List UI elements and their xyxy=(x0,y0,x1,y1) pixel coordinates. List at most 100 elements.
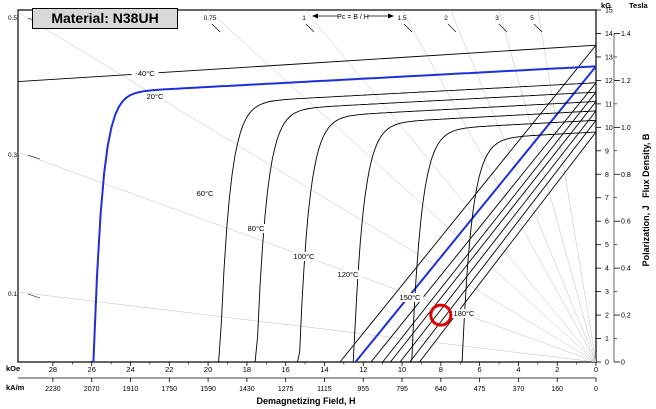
pc-top-tick-label: 5 xyxy=(530,15,534,22)
kg-tick-label: 4 xyxy=(605,266,609,273)
curve-label-bg xyxy=(396,293,424,302)
koe-tick-label: 12 xyxy=(359,365,367,374)
kam-tick-label: 955 xyxy=(357,386,369,393)
kam-tick-label: 160 xyxy=(551,386,563,393)
flux-density-line xyxy=(370,82,596,362)
pc-top-tick-label: 1.5 xyxy=(397,15,406,22)
koe-tick-label: 16 xyxy=(281,365,289,374)
kg-tick-label: 0 xyxy=(605,360,609,367)
pc-left-tick-label: 0.1 xyxy=(8,291,17,298)
kam-tick-label: 1430 xyxy=(239,386,255,393)
tesla-tick-label: 1.4 xyxy=(621,31,631,38)
polarization-curve xyxy=(252,91,596,362)
pc-top-tick-mark xyxy=(403,23,413,33)
y-axis-title: Polarization, J Flux Density, B xyxy=(641,133,651,266)
polarization-curves xyxy=(18,44,596,362)
kg-tick-label: 8 xyxy=(605,172,609,179)
kg-tick-label: 10 xyxy=(605,125,613,132)
kg-tick-label: 7 xyxy=(605,195,609,202)
koe-tick-label: 20 xyxy=(204,365,212,374)
flux-density-line xyxy=(409,120,596,362)
kg-tick-label: 13 xyxy=(605,54,613,61)
polarization-curve xyxy=(18,44,596,83)
pc-load-line xyxy=(18,12,596,362)
y-axis-right: 012345678910111213141500.20.40.60.81.01.… xyxy=(596,8,631,367)
tesla-tick-label: 0.4 xyxy=(621,266,631,273)
tesla-tick-label: 1.2 xyxy=(621,78,631,85)
kam-tick-label: 1750 xyxy=(161,386,177,393)
kam-tick-label: 1115 xyxy=(317,386,332,393)
flux-density-line xyxy=(354,65,596,362)
kg-tick-label: 11 xyxy=(605,101,612,108)
koe-tick-label: 26 xyxy=(88,365,96,374)
koe-tick-label: 28 xyxy=(49,365,57,374)
kg-tick-label: 5 xyxy=(605,242,609,249)
pc-top-tick-label: 3 xyxy=(495,15,499,22)
pc-top-tick-mark xyxy=(498,23,508,33)
curve-labels: -40°C 20°C 60°C 80°C 100°C 120°C 150°C 180°C xyxy=(131,69,478,318)
curve-label-bg xyxy=(131,69,159,78)
chart-title: Material: N38UH xyxy=(32,8,178,29)
pc-top-tick-mark xyxy=(305,23,315,33)
koe-unit-label: kOe xyxy=(6,364,20,373)
pc-load-line xyxy=(207,10,596,362)
pc-label-group: Pc = B / H xyxy=(312,13,394,21)
flux-density-line xyxy=(419,131,596,362)
koe-tick-label: 6 xyxy=(478,365,482,374)
curve-label: 20°C xyxy=(147,92,164,101)
kam-tick-label: 640 xyxy=(435,386,447,393)
pc-load-line xyxy=(450,10,596,362)
pc-label: Pc = B / H xyxy=(337,14,369,21)
kam-tick-label: 475 xyxy=(474,386,486,393)
curve-label-bg xyxy=(290,252,318,261)
tesla-tick-label: 0.8 xyxy=(621,172,631,179)
kg-tick-label: 14 xyxy=(605,31,613,38)
highlight-circle xyxy=(429,303,453,327)
kg-tick-label: 3 xyxy=(605,289,609,296)
x-axis-bottom: 2822302620702419102217502015901814301612… xyxy=(18,362,598,393)
kam-tick-label: 2230 xyxy=(45,386,61,393)
curve-label-bg xyxy=(193,189,217,198)
koe-tick-label: 24 xyxy=(126,365,134,374)
kam-tick-label: 1275 xyxy=(278,386,294,393)
pc-load-line xyxy=(18,291,596,362)
pc-top-tick-mark xyxy=(533,23,543,33)
flux-density-line xyxy=(339,44,596,362)
kam-tick-label: 1590 xyxy=(200,386,216,393)
pc-top-tick-label: 0.75 xyxy=(204,15,217,22)
kam-tick-label: 1910 xyxy=(123,386,139,393)
pc-top-tick-label: 2 xyxy=(444,15,448,22)
pc-ticks: 0.75 1 1.5 2 3 5 0.5 0.3 0.1 xyxy=(8,15,543,299)
polarization-curve xyxy=(407,119,596,362)
kam-tick-label: 370 xyxy=(513,386,525,393)
curve-label: 120°C xyxy=(338,270,360,279)
pc-load-line xyxy=(401,10,596,362)
x-axis-title: Demagnetizing Field, H xyxy=(256,396,355,406)
kg-tick-label: 2 xyxy=(605,313,609,320)
pc-top-tick-label: 1 xyxy=(302,15,306,22)
kg-tick-label: 1 xyxy=(605,336,609,343)
curve-label-bg xyxy=(334,270,362,279)
polarization-curve xyxy=(295,101,596,362)
kam-tick-label: 2070 xyxy=(84,386,100,393)
tesla-tick-label: 1.0 xyxy=(621,125,631,132)
kg-tick-label: 15 xyxy=(605,8,613,15)
kam-tick-label: 0 xyxy=(594,386,598,393)
curve-label: 60°C xyxy=(197,189,214,198)
polarization-curve xyxy=(458,131,596,362)
kg-tick-label: 9 xyxy=(605,148,609,155)
kam-tick-label: 795 xyxy=(396,386,408,393)
kg-tick-label: 6 xyxy=(605,219,609,226)
koe-tick-label: 4 xyxy=(516,365,520,374)
koe-tick-label: 10 xyxy=(398,365,406,374)
polarization-curve xyxy=(89,65,596,362)
koe-tick-label: 8 xyxy=(439,365,443,374)
curve-label-bg xyxy=(244,224,268,233)
pc-left-tick-label: 0.5 xyxy=(8,15,17,22)
tesla-unit-label: Tesla xyxy=(629,1,648,10)
curve-label: 150°C xyxy=(400,293,422,302)
flux-density-line xyxy=(382,91,596,362)
curve-label: 80°C xyxy=(248,224,265,233)
pc-left-tick-label: 0.3 xyxy=(8,152,17,159)
